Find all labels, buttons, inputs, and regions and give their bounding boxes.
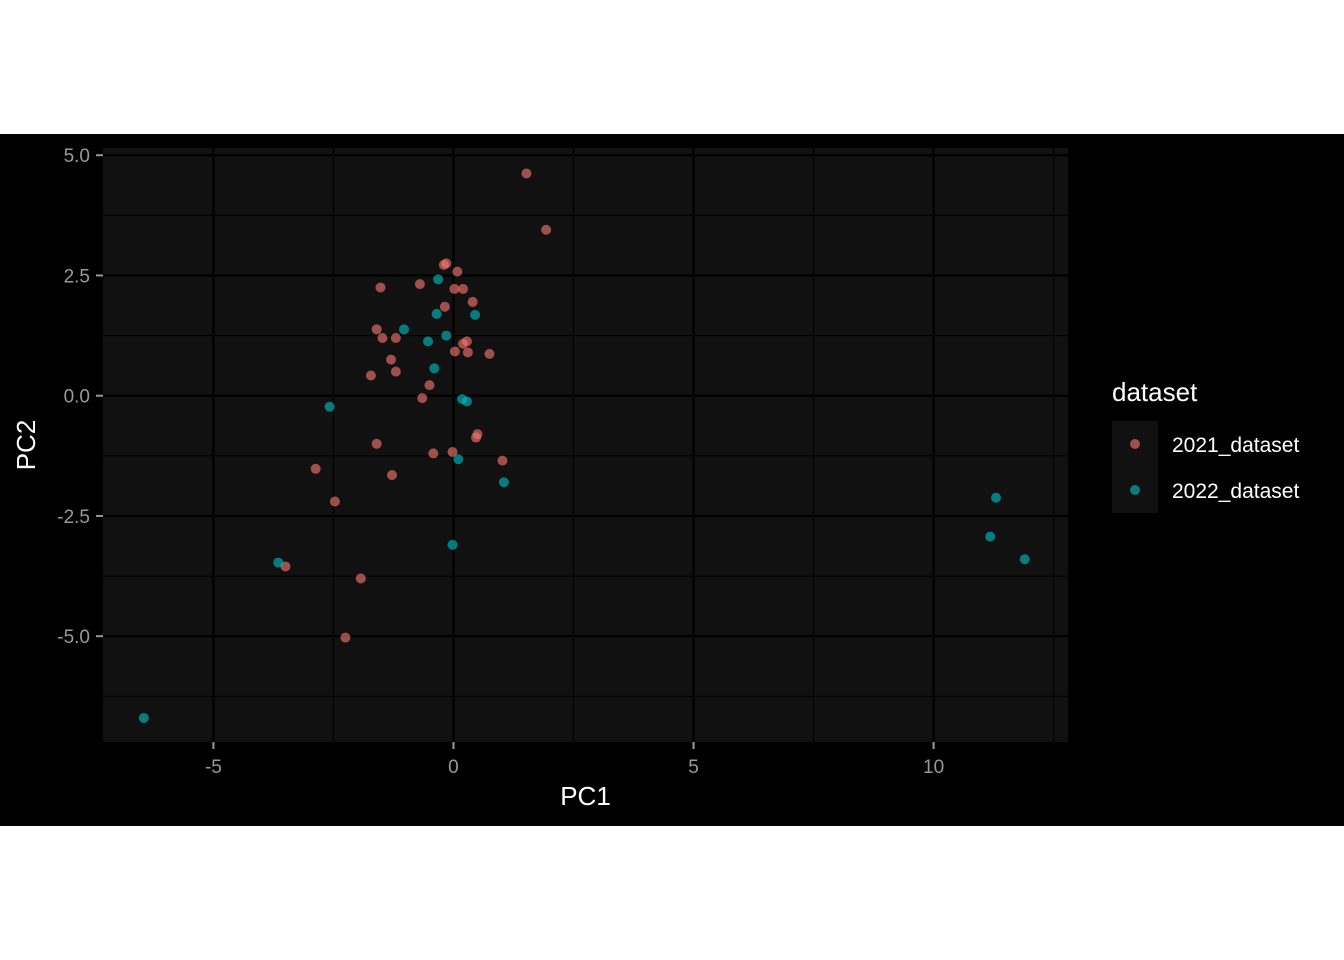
x-tick-label: 5 — [688, 757, 699, 778]
point-2021_dataset — [449, 283, 460, 294]
point-2021_dataset — [414, 279, 425, 290]
point-2021_dataset — [424, 380, 435, 391]
point-2021_dataset — [484, 348, 495, 359]
legend-key-2022_dataset — [1130, 485, 1140, 495]
x-axis-ticks: -5 0 5 10 — [205, 742, 944, 778]
plot-panel — [103, 148, 1068, 742]
y-axis-ticks: 5.0 2.5 0.0 -2.5 -5.0 — [57, 146, 103, 648]
scatter-plot: 5.0 2.5 0.0 -2.5 -5.0 -5 0 5 10 PC1 PC2 dataset… — [11, 146, 1299, 811]
point-2021_dataset — [458, 338, 469, 349]
y-tick-label: -5.0 — [57, 627, 90, 648]
legend-key-box — [1112, 421, 1158, 513]
point-2021_dataset — [447, 446, 458, 457]
point-2022_dataset — [461, 396, 472, 407]
legend-key-2021_dataset — [1130, 439, 1140, 449]
point-2022_dataset — [273, 557, 284, 568]
point-2022_dataset — [399, 324, 410, 335]
point-2021_dataset — [340, 632, 351, 643]
point-2021_dataset — [417, 393, 428, 404]
point-2021_dataset — [371, 438, 382, 449]
point-2021_dataset — [329, 496, 340, 507]
point-2021_dataset — [449, 346, 460, 357]
point-2021_dataset — [365, 370, 376, 381]
x-axis-title: PC1 — [560, 781, 611, 811]
legend-label-2021_dataset: 2021_dataset — [1172, 434, 1299, 457]
point-2022_dataset — [423, 336, 434, 347]
chart-area: 5.0 2.5 0.0 -2.5 -5.0 -5 0 5 10 PC1 PC2 dataset… — [0, 134, 1344, 826]
y-tick-label: 0.0 — [64, 387, 90, 408]
point-2021_dataset — [355, 573, 366, 584]
point-2022_dataset — [433, 274, 444, 285]
point-2022_dataset — [447, 539, 458, 550]
point-2021_dataset — [386, 354, 397, 365]
point-2021_dataset — [462, 347, 473, 358]
point-2022_dataset — [470, 309, 481, 320]
y-tick-label: 5.0 — [64, 146, 90, 167]
point-2022_dataset — [441, 330, 452, 341]
point-2022_dataset — [429, 363, 440, 374]
legend-label-2022_dataset: 2022_dataset — [1172, 480, 1299, 503]
point-2021_dataset — [441, 258, 452, 269]
point-2022_dataset — [431, 308, 442, 319]
point-2022_dataset — [990, 492, 1001, 503]
point-2022_dataset — [324, 401, 335, 412]
legend-items: 2021_dataset 2022_dataset — [1130, 434, 1299, 503]
point-2021_dataset — [375, 282, 386, 293]
data-points — [138, 168, 1030, 723]
point-2021_dataset — [377, 332, 388, 343]
point-2021_dataset — [371, 324, 382, 335]
point-2022_dataset — [1019, 554, 1030, 565]
point-2021_dataset — [428, 448, 439, 459]
legend: dataset 2021_dataset 2022_dataset — [1112, 377, 1299, 513]
point-2021_dataset — [439, 301, 450, 312]
x-tick-label: 0 — [448, 757, 459, 778]
y-axis-title: PC2 — [11, 420, 41, 471]
grid-lines — [103, 148, 1068, 742]
point-2022_dataset — [138, 712, 149, 723]
point-2021_dataset — [390, 366, 401, 377]
point-2021_dataset — [390, 332, 401, 343]
point-2021_dataset — [467, 296, 478, 307]
point-2021_dataset — [471, 432, 482, 443]
point-2021_dataset — [452, 266, 463, 277]
point-2021_dataset — [497, 455, 508, 466]
x-tick-label: 10 — [923, 757, 944, 778]
point-2021_dataset — [521, 168, 532, 179]
point-2021_dataset — [458, 283, 469, 294]
point-2021_dataset — [541, 224, 552, 235]
legend-title: dataset — [1112, 377, 1198, 407]
point-2021_dataset — [387, 470, 398, 481]
y-tick-label: 2.5 — [64, 266, 90, 287]
point-2021_dataset — [310, 463, 321, 474]
point-2022_dataset — [498, 477, 509, 488]
point-2022_dataset — [453, 454, 464, 465]
point-2022_dataset — [985, 531, 996, 542]
x-tick-label: -5 — [205, 757, 222, 778]
y-tick-label: -2.5 — [57, 507, 90, 528]
